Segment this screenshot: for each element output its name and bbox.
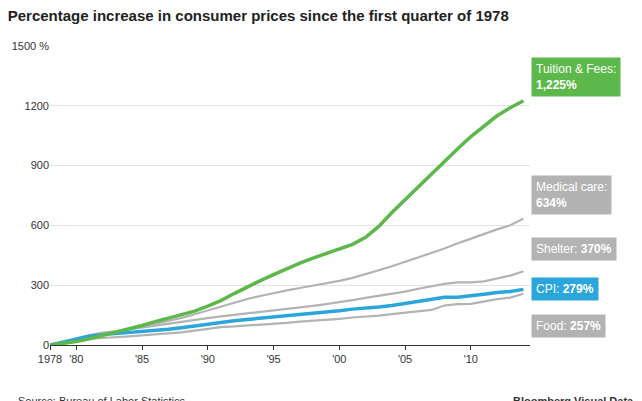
svg-text:'00: '00 (332, 353, 346, 365)
svg-text:Food: 257%: Food: 257% (536, 319, 601, 333)
svg-text:600: 600 (31, 219, 49, 231)
svg-text:Percentage increase in consume: Percentage increase in consumer prices s… (8, 7, 509, 24)
svg-text:1200: 1200 (25, 100, 49, 112)
svg-text:Medical care:634%: Medical care:634% (536, 180, 607, 210)
svg-text:CPI: 279%: CPI: 279% (536, 282, 594, 296)
svg-text:'80: '80 (69, 353, 83, 365)
svg-text:Bloomberg Visual Data: Bloomberg Visual Data (513, 395, 634, 401)
svg-text:1978: 1978 (38, 353, 62, 365)
svg-text:'90: '90 (201, 353, 215, 365)
svg-text:'95: '95 (266, 353, 280, 365)
svg-text:0: 0 (43, 339, 49, 351)
svg-text:'10: '10 (464, 353, 478, 365)
svg-text:'85: '85 (135, 353, 149, 365)
svg-text:Tuition & Fees:1,225%: Tuition & Fees:1,225% (536, 62, 616, 92)
svg-text:300: 300 (31, 279, 49, 291)
svg-text:Source: Bureau of Labor Statis: Source: Bureau of Labor Statistics (18, 395, 185, 401)
svg-text:900: 900 (31, 159, 49, 171)
svg-text:1500 %: 1500 % (12, 40, 50, 52)
svg-text:'05: '05 (398, 353, 412, 365)
svg-text:Shelter: 370%: Shelter: 370% (536, 242, 612, 256)
